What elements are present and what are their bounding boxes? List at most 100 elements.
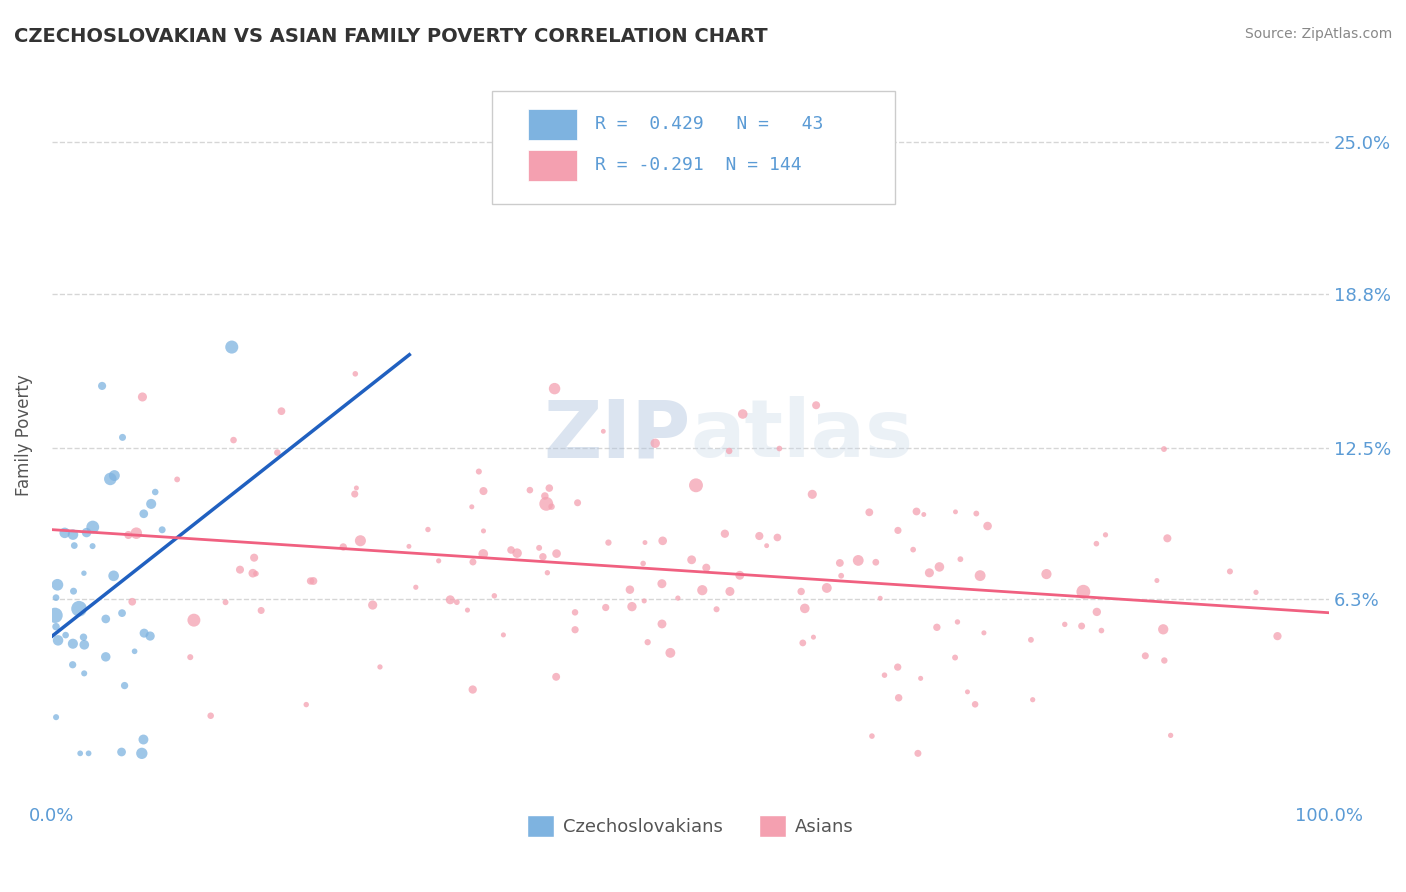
Bar (529, 109, 576, 140)
Point (790, 584, 813, 599)
Point (792, 636, 814, 650)
Point (44, 608, 66, 623)
Legend: Czechoslovakians, Asians: Czechoslovakians, Asians (520, 808, 860, 845)
Point (214, 595, 236, 609)
Point (973, 625, 995, 640)
Point (830, 568, 852, 582)
Point (73, 566, 96, 581)
Point (73, 638, 96, 652)
Point (245, 566, 267, 581)
Point (183, 613, 205, 627)
Point (124, 644, 146, 658)
Point (1153, 442, 1175, 456)
Point (567, 496, 589, 510)
Point (446, 595, 468, 609)
Point (659, 646, 682, 660)
Point (221, 340, 243, 354)
Point (1073, 584, 1095, 599)
Point (1094, 528, 1116, 542)
Point (468, 465, 491, 479)
Point (598, 535, 620, 549)
Point (63, 539, 86, 553)
Point (121, 595, 143, 609)
Point (270, 404, 292, 418)
Text: R =  0.429   N =   43: R = 0.429 N = 43 (595, 114, 823, 133)
Point (828, 556, 851, 570)
Point (114, 679, 136, 693)
Point (405, 580, 427, 594)
Point (332, 540, 354, 554)
Point (873, 668, 896, 682)
Point (527, 541, 550, 555)
Point (416, 523, 439, 537)
Point (103, 468, 125, 483)
Point (1085, 605, 1108, 619)
Point (869, 591, 891, 606)
Point (242, 566, 264, 581)
Point (461, 555, 484, 569)
Point (1146, 574, 1168, 588)
Point (77, 747, 100, 761)
Point (94, 649, 117, 664)
Point (1090, 624, 1112, 638)
Point (731, 407, 754, 421)
Point (472, 484, 495, 499)
Point (887, 690, 910, 705)
Point (858, 505, 880, 519)
Point (299, 574, 322, 588)
Point (536, 497, 558, 511)
Point (804, 398, 827, 412)
Point (768, 442, 790, 456)
Point (631, 557, 654, 571)
Point (98, 472, 121, 486)
Text: CZECHOSLOVAKIAN VS ASIAN FAMILY POVERTY CORRELATION CHART: CZECHOSLOVAKIAN VS ASIAN FAMILY POVERTY … (14, 27, 768, 45)
Point (886, 660, 908, 674)
Point (1135, 648, 1157, 663)
Point (905, 504, 928, 518)
Point (912, 508, 935, 522)
Point (229, 563, 252, 577)
Point (179, 650, 201, 665)
Point (439, 592, 461, 607)
Point (46, 578, 69, 592)
Point (564, 623, 586, 637)
Point (76, 525, 98, 540)
Point (946, 615, 969, 629)
Point (103, 569, 125, 583)
Point (718, 444, 741, 458)
Point (956, 685, 979, 699)
FancyBboxPatch shape (492, 90, 894, 204)
Point (928, 560, 950, 574)
Point (266, 445, 288, 459)
Point (918, 566, 941, 580)
Text: ZIP: ZIP (543, 396, 690, 475)
Point (695, 560, 717, 574)
Point (143, 485, 166, 500)
Point (620, 599, 643, 614)
Point (1244, 585, 1267, 599)
Point (91, 379, 114, 393)
Point (943, 650, 966, 665)
Point (651, 576, 673, 591)
Point (72, 630, 94, 644)
Point (1019, 632, 1042, 647)
Point (461, 500, 484, 514)
Point (1035, 567, 1057, 582)
Point (531, 549, 554, 564)
Point (302, 574, 325, 588)
Point (801, 487, 824, 501)
Point (1160, 728, 1182, 742)
Point (728, 568, 751, 582)
Point (62, 584, 84, 599)
Point (887, 524, 910, 538)
Point (1152, 623, 1174, 637)
Point (46, 633, 69, 648)
Point (349, 533, 371, 548)
Point (969, 568, 991, 582)
Point (633, 594, 655, 608)
Point (94, 612, 117, 626)
Point (200, 708, 222, 723)
Point (945, 505, 967, 519)
Point (592, 425, 614, 439)
Point (619, 582, 641, 597)
